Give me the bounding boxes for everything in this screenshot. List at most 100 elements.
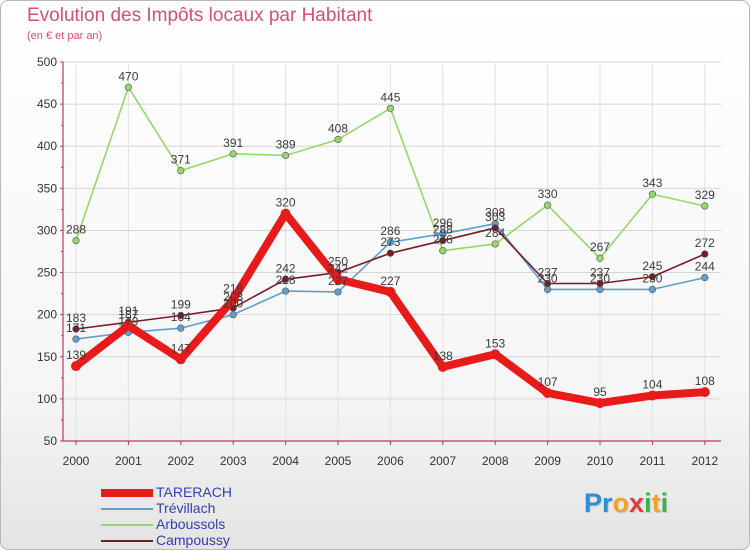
data-label-arboussols: 408 [328,121,348,135]
data-label-tarerach: 320 [276,196,296,210]
data-label-campoussy: 272 [695,236,715,250]
data-label-trevillach: 227 [328,274,348,288]
chart-title: Evolution des Impôts locaux par Habitant [27,5,373,26]
data-point-trevillach [282,287,290,295]
data-label-arboussols: 470 [118,69,138,83]
data-point-campoussy [648,273,657,281]
x-tick-label: 2009 [534,454,561,468]
data-point-campoussy [386,249,395,257]
data-point-campoussy [543,279,552,288]
x-tick-label: 2011 [639,454,665,468]
data-label-trevillach: 230 [538,271,558,285]
data-label-campoussy: 250 [328,255,348,269]
data-label-tarerach: 147 [171,341,191,355]
x-tick-label: 2002 [167,454,194,468]
data-label-arboussols: 276 [433,233,453,247]
data-label-trevillach: 200 [223,297,243,311]
x-tick-label: 2012 [691,454,718,468]
data-point-tarerach [490,349,501,360]
data-point-arboussols [701,202,709,210]
data-point-tarerach [280,208,291,219]
y-tick-label: 450 [37,97,57,111]
data-point-arboussols [596,254,604,262]
data-point-trevillach [648,285,657,294]
data-point-arboussols [543,201,552,209]
x-tick-label: 2001 [115,454,142,468]
data-label-campoussy: 183 [66,311,86,325]
data-point-tarerach [228,294,239,305]
data-point-trevillach [177,324,185,332]
data-label-campoussy: 237 [538,266,558,280]
data-point-tarerach [595,398,605,409]
data-point-tarerach [385,286,396,297]
data-label-tarerach: 138 [433,349,453,363]
y-tick-label: 150 [37,350,57,364]
data-point-arboussols [229,150,237,158]
data-point-tarerach [542,387,553,398]
legend-swatch [101,508,153,510]
data-label-arboussols: 288 [66,223,86,237]
data-point-campoussy [596,279,604,288]
data-label-campoussy: 242 [276,261,296,275]
legend-swatch [101,489,153,497]
logo-letter: t [651,488,661,518]
data-label-campoussy: 208 [223,290,243,304]
data-point-tarerach [699,387,710,398]
data-label-arboussols: 445 [380,90,400,104]
legend-swatch [101,540,153,542]
data-point-tarerach [647,390,658,401]
data-label-tarerach: 153 [485,336,505,350]
logo-letter: o [612,488,630,518]
data-point-trevillach [334,288,342,296]
legend-label: Trévillach [156,500,216,516]
data-label-trevillach: 286 [380,224,400,238]
data-point-tarerach [437,361,448,372]
data-point-campoussy [701,250,709,258]
logo-letter: x [629,488,645,518]
x-tick-label: 2004 [272,454,299,468]
data-point-arboussols [334,135,342,144]
y-tick-label: 200 [37,308,57,322]
data-label-tarerach: 227 [380,274,400,288]
y-tick-label: 250 [37,266,57,280]
data-label-arboussols: 267 [590,240,610,254]
logo-letter: P [584,488,603,518]
legend-swatch [101,524,153,526]
data-point-campoussy [439,236,447,245]
y-tick-label: 400 [37,139,57,153]
data-point-arboussols [177,167,185,175]
legend-label: Arboussols [156,516,226,532]
data-label-arboussols: 330 [538,187,558,201]
chart-subtitle: (en € et par an) [27,30,103,42]
data-label-tarerach: 95 [593,385,607,399]
data-label-arboussols: 329 [695,188,715,202]
logo-letter: r [602,488,613,518]
data-label-arboussols: 284 [485,226,505,240]
data-label-trevillach: 230 [642,271,662,285]
data-point-tarerach [71,361,81,372]
data-point-tarerach [333,274,343,285]
data-label-trevillach: 171 [66,321,86,335]
data-point-arboussols [648,190,657,198]
x-tick-label: 2006 [377,454,404,468]
data-label-trevillach: 179 [118,314,138,328]
x-tick-label: 2010 [587,454,614,468]
x-tick-label: 2008 [482,454,509,468]
data-label-trevillach: 308 [485,206,505,220]
y-tick-label: 100 [37,392,57,406]
data-point-trevillach [386,238,395,246]
data-label-campoussy: 303 [485,210,505,224]
data-label-trevillach: 228 [276,273,296,287]
data-point-arboussols [282,151,290,160]
data-label-trevillach: 230 [590,271,610,285]
y-tick-label: 350 [37,181,57,195]
data-point-trevillach [229,311,237,319]
data-point-arboussols [72,236,80,245]
data-label-campoussy: 191 [118,304,138,318]
data-label-tarerach: 104 [642,378,662,392]
data-label-tarerach: 187 [118,308,138,322]
data-label-trevillach: 296 [433,216,453,230]
data-label-campoussy: 245 [642,259,662,273]
